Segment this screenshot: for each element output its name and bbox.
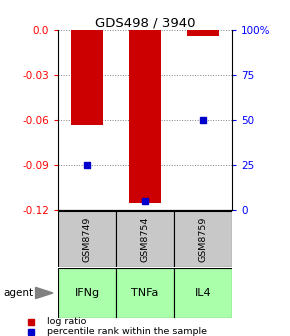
Bar bbox=[129, 30, 161, 203]
Bar bbox=[58, 211, 116, 267]
Title: GDS498 / 3940: GDS498 / 3940 bbox=[95, 16, 195, 29]
Bar bbox=[174, 268, 232, 318]
Text: IFNg: IFNg bbox=[75, 288, 99, 298]
Bar bbox=[116, 268, 174, 318]
Text: IL4: IL4 bbox=[195, 288, 211, 298]
Bar bbox=[58, 268, 116, 318]
Bar bbox=[174, 211, 232, 267]
Text: GSM8749: GSM8749 bbox=[82, 216, 92, 262]
Text: agent: agent bbox=[3, 288, 33, 298]
Text: percentile rank within the sample: percentile rank within the sample bbox=[47, 328, 207, 336]
Text: TNFa: TNFa bbox=[131, 288, 159, 298]
Polygon shape bbox=[35, 287, 53, 299]
Bar bbox=[71, 30, 103, 125]
Text: GSM8759: GSM8759 bbox=[198, 216, 208, 262]
Bar bbox=[187, 30, 219, 36]
Text: GSM8754: GSM8754 bbox=[140, 216, 150, 262]
Bar bbox=[116, 211, 174, 267]
Text: log ratio: log ratio bbox=[47, 317, 87, 326]
